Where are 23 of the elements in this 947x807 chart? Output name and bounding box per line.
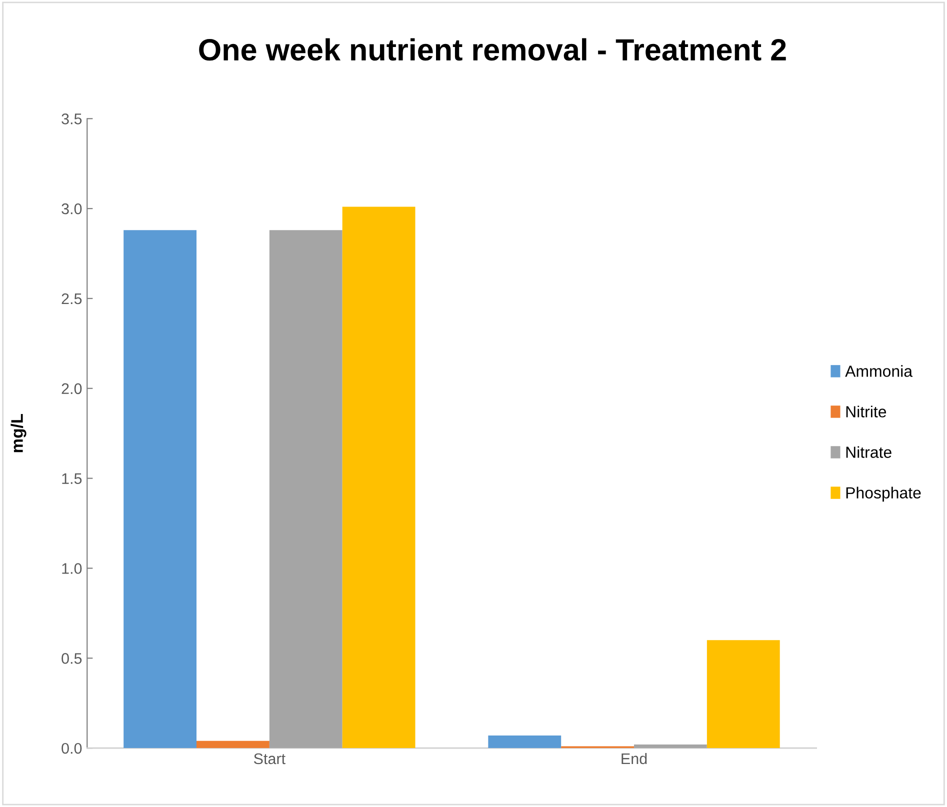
x-tick-label: End [622, 752, 647, 764]
y-tick-label: 2.5 [62, 293, 82, 304]
legend-label: Ammonia [845, 365, 913, 377]
y-tick-label: 1.0 [62, 563, 82, 574]
bar [196, 740, 270, 748]
y-tick-label: 3.0 [62, 203, 82, 214]
bar [706, 640, 780, 748]
y-axis-title: mg/L [10, 414, 26, 452]
legend-label: Nitrate [846, 446, 892, 458]
bar [342, 206, 416, 748]
bar [269, 230, 342, 748]
y-tick-label: 0.0 [62, 742, 82, 754]
legend-label: Phosphate [846, 486, 921, 502]
bar [488, 736, 562, 748]
chart-title: One week nutrient removal - Treatment 2 [199, 38, 786, 61]
y-tick-label: 0.5 [62, 653, 82, 664]
y-tick-label: 2.0 [62, 383, 82, 394]
bar [634, 744, 707, 748]
x-tick-label: Start [254, 753, 286, 764]
y-tick-label: 1.5 [62, 473, 82, 484]
bar [124, 230, 196, 748]
y-tick-label: 3.5 [62, 113, 82, 124]
legend-label: Nitrite [846, 406, 886, 418]
